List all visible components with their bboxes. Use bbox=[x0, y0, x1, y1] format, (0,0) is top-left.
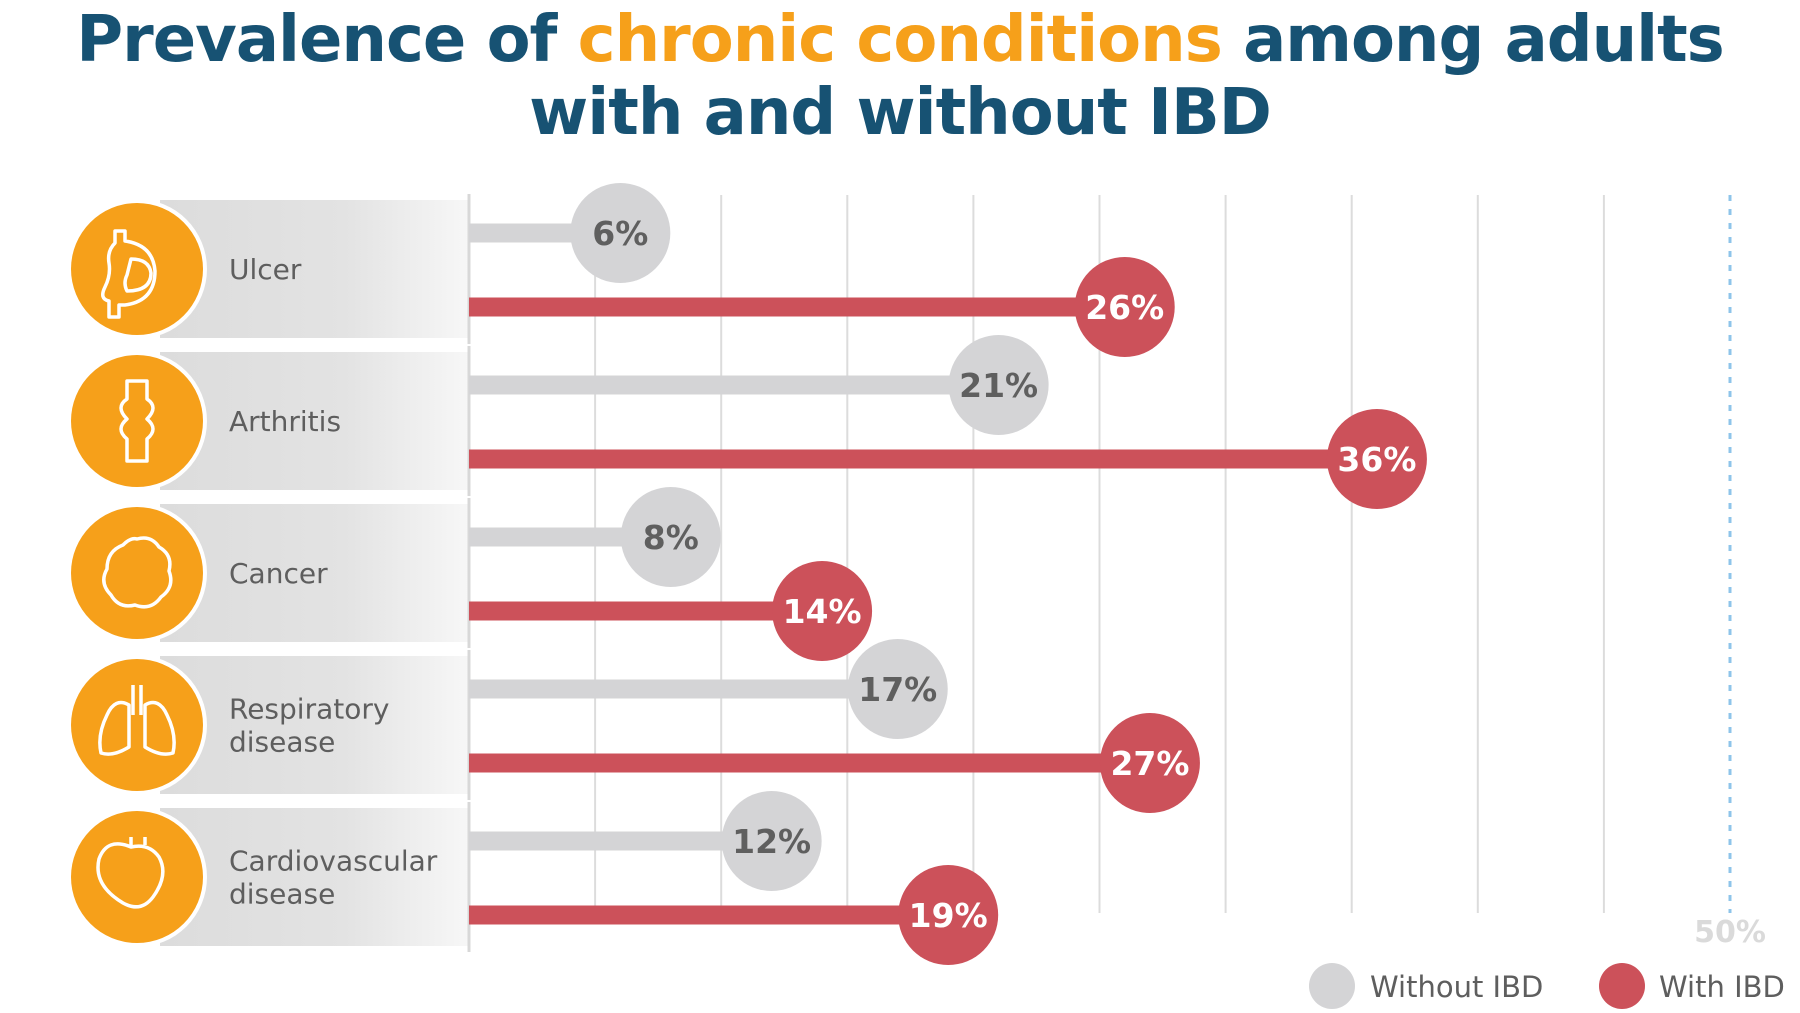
bar-without-ibd bbox=[469, 831, 772, 851]
data-label-with-ibd: 19% bbox=[909, 896, 988, 935]
icon-background bbox=[71, 507, 203, 639]
category-row-cancer: Cancer 8% 14% bbox=[67, 487, 873, 661]
title-text: among adults bbox=[1221, 3, 1725, 77]
data-label-without-ibd: 21% bbox=[959, 366, 1038, 405]
data-label-without-ibd: 17% bbox=[858, 670, 937, 709]
bar-without-ibd bbox=[469, 679, 898, 699]
bubble-with-ibd bbox=[1099, 713, 1200, 813]
bubble-without-ibd bbox=[847, 639, 948, 739]
category-label: disease bbox=[229, 726, 335, 759]
icon-background bbox=[71, 355, 203, 487]
category-panel bbox=[160, 504, 469, 642]
data-label-with-ibd: 36% bbox=[1337, 440, 1416, 479]
chart-title-line1: Prevalence of chronic conditions among a… bbox=[0, 3, 1800, 77]
icon-background bbox=[71, 811, 203, 943]
legend-swatch-without-ibd bbox=[1309, 963, 1355, 1009]
bar-with-ibd bbox=[469, 297, 1125, 317]
icon-background bbox=[71, 659, 203, 791]
legend-label-with-ibd: With IBD bbox=[1659, 970, 1785, 1004]
category-label: disease bbox=[229, 878, 335, 911]
chart-title-line2: with and without IBD bbox=[529, 76, 1272, 150]
category-label: Cancer bbox=[229, 557, 328, 590]
heart-icon bbox=[96, 837, 165, 909]
data-label-without-ibd: 12% bbox=[732, 822, 811, 861]
bubble-without-ibd bbox=[721, 791, 822, 891]
data-label-with-ibd: 27% bbox=[1110, 744, 1189, 783]
legend: Without IBD With IBD bbox=[1309, 963, 1785, 1009]
bar-with-ibd bbox=[469, 449, 1377, 469]
bubble-with-ibd bbox=[772, 561, 873, 661]
bubble-without-ibd bbox=[570, 183, 671, 283]
bar-with-ibd bbox=[469, 753, 1150, 773]
stomach-icon bbox=[101, 229, 157, 319]
reference-label: 50% bbox=[1694, 915, 1766, 950]
data-label-with-ibd: 26% bbox=[1085, 288, 1164, 327]
bar-without-ibd bbox=[469, 527, 671, 547]
category-label: Cardiovascular bbox=[229, 845, 438, 878]
category-panel bbox=[160, 200, 469, 338]
cell-icon bbox=[102, 536, 173, 609]
title-highlight: chronic conditions bbox=[577, 3, 1223, 77]
bubble-without-ibd bbox=[620, 487, 721, 587]
bubble-with-ibd bbox=[898, 865, 999, 965]
data-label-without-ibd: 6% bbox=[592, 214, 648, 253]
bubble-with-ibd bbox=[1326, 409, 1427, 509]
joint-icon bbox=[119, 379, 155, 463]
category-label: Ulcer bbox=[229, 253, 302, 286]
bubble-with-ibd bbox=[1074, 257, 1175, 357]
bubble-without-ibd bbox=[948, 335, 1049, 435]
data-label-with-ibd: 14% bbox=[783, 592, 862, 631]
bar-without-ibd bbox=[469, 375, 999, 395]
lungs-icon bbox=[98, 685, 176, 756]
title-text: Prevalence of bbox=[76, 3, 578, 77]
bar-with-ibd bbox=[469, 601, 823, 621]
bar-with-ibd bbox=[469, 905, 949, 925]
legend-label-without-ibd: Without IBD bbox=[1370, 970, 1543, 1004]
category-panel bbox=[160, 656, 469, 794]
category-row-arthritis: Arthritis 21% 36% bbox=[67, 335, 1427, 509]
data-label-without-ibd: 8% bbox=[643, 518, 699, 557]
legend-swatch-with-ibd bbox=[1599, 963, 1645, 1009]
icon-background bbox=[71, 203, 203, 335]
category-panel bbox=[160, 352, 469, 490]
category-panel bbox=[160, 808, 469, 946]
category-row-ulcer: Ulcer 6% 26% bbox=[67, 183, 1175, 357]
category-label: Respiratory bbox=[229, 693, 389, 726]
category-label: Arthritis bbox=[229, 405, 341, 438]
